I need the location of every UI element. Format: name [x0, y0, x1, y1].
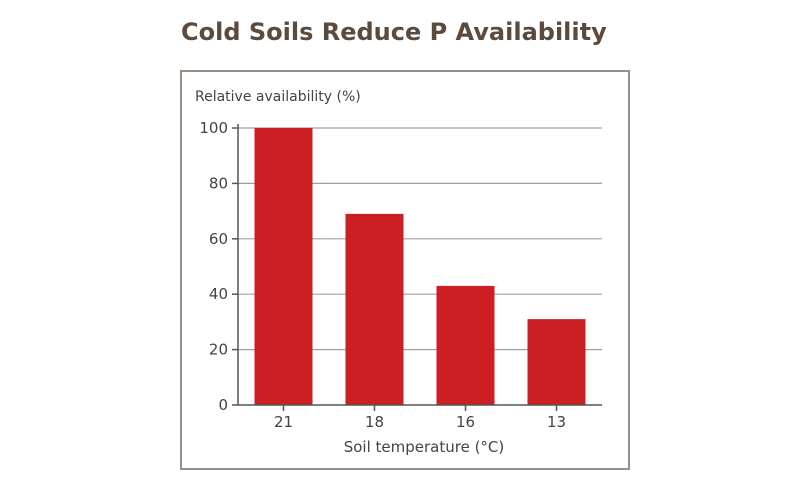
x-tick-label-21: 21: [274, 413, 293, 431]
y-tick-labels: 0 20 40 60 80 100: [199, 119, 228, 414]
x-tick-label-18: 18: [365, 413, 384, 431]
y-tick-label-0: 0: [218, 396, 228, 414]
x-tick-label-13: 13: [547, 413, 566, 431]
y-tick-label-40: 40: [209, 285, 228, 303]
x-tick-labels: 21 18 16 13: [274, 413, 566, 431]
bar-13: [527, 319, 586, 405]
y-tick-label-20: 20: [209, 341, 228, 359]
axes: [232, 124, 602, 411]
chart-title: Cold Soils Reduce P Availability: [181, 18, 607, 46]
y-axis-label: Relative availability (%): [195, 89, 361, 105]
x-tick-label-16: 16: [456, 413, 475, 431]
y-tick-label-80: 80: [209, 174, 228, 192]
y-tick-label-60: 60: [209, 230, 228, 248]
bar-18: [345, 213, 404, 405]
bar-16: [436, 285, 495, 405]
x-axis-label: Soil temperature (°C): [344, 438, 505, 456]
bar-21: [254, 128, 313, 405]
y-tick-label-100: 100: [199, 119, 228, 137]
bars: [254, 128, 586, 405]
